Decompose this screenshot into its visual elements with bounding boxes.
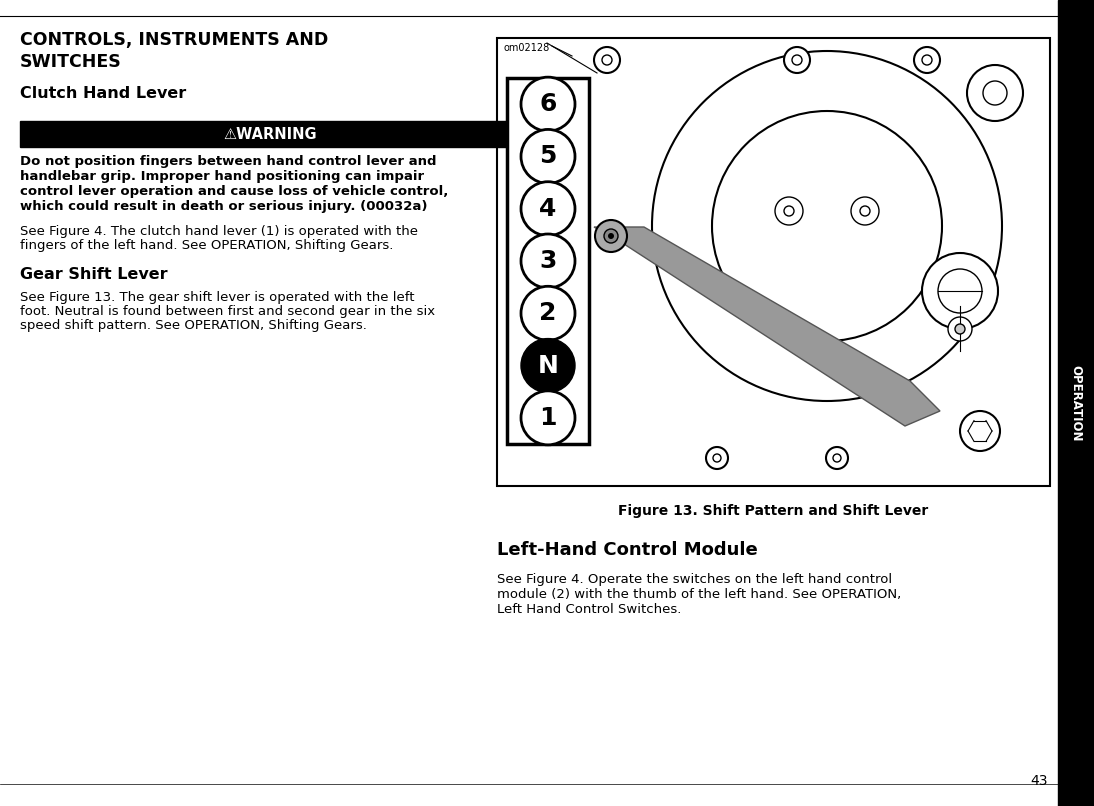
Circle shape	[521, 234, 575, 288]
Circle shape	[948, 317, 971, 341]
Bar	[20, 121, 520, 147]
Text: 1: 1	[539, 406, 557, 430]
Circle shape	[961, 411, 1000, 451]
Text: om02128: om02128	[503, 43, 549, 53]
Text: which could result in death or serious injury. (00032a): which could result in death or serious i…	[20, 200, 428, 213]
Circle shape	[826, 447, 848, 469]
Text: 4: 4	[539, 197, 557, 221]
Circle shape	[784, 47, 810, 73]
Text: 2: 2	[539, 301, 557, 326]
Text: See Figure 13. The gear shift lever is operated with the left: See Figure 13. The gear shift lever is o…	[20, 291, 415, 304]
Text: 43: 43	[1031, 774, 1048, 788]
Text: handlebar grip. Improper hand positioning can impair: handlebar grip. Improper hand positionin…	[20, 170, 424, 183]
Circle shape	[521, 339, 575, 393]
Circle shape	[521, 77, 575, 131]
Text: ⚠WARNING: ⚠WARNING	[223, 127, 317, 142]
Text: Gear Shift Lever: Gear Shift Lever	[20, 267, 167, 282]
Text: Figure 13. Shift Pattern and Shift Lever: Figure 13. Shift Pattern and Shift Lever	[618, 504, 929, 518]
Circle shape	[967, 65, 1023, 121]
Circle shape	[706, 447, 728, 469]
Text: See Figure 4. Operate the switches on the left hand control: See Figure 4. Operate the switches on th…	[497, 573, 892, 586]
Text: 6: 6	[539, 92, 557, 116]
Text: foot. Neutral is found between first and second gear in the six: foot. Neutral is found between first and…	[20, 305, 435, 318]
Circle shape	[521, 181, 575, 235]
Circle shape	[608, 233, 614, 239]
Text: fingers of the left hand. See OPERATION, Shifting Gears.: fingers of the left hand. See OPERATION,…	[20, 239, 394, 252]
Text: OPERATION: OPERATION	[1070, 365, 1082, 441]
Circle shape	[595, 220, 627, 252]
Text: speed shift pattern. See OPERATION, Shifting Gears.: speed shift pattern. See OPERATION, Shif…	[20, 319, 366, 332]
Text: Clutch Hand Lever: Clutch Hand Lever	[20, 86, 186, 101]
Polygon shape	[594, 227, 940, 426]
Text: Left-Hand Control Module: Left-Hand Control Module	[497, 541, 758, 559]
Circle shape	[594, 47, 620, 73]
Text: control lever operation and cause loss of vehicle control,: control lever operation and cause loss o…	[20, 185, 449, 198]
Circle shape	[521, 391, 575, 445]
Bar	[1058, 0, 1094, 806]
Circle shape	[521, 286, 575, 340]
Text: SWITCHES: SWITCHES	[20, 53, 121, 71]
Circle shape	[521, 130, 575, 184]
Text: See Figure 4. The clutch hand lever (1) is operated with the: See Figure 4. The clutch hand lever (1) …	[20, 225, 418, 238]
Text: 3: 3	[539, 249, 557, 273]
Text: CONTROLS, INSTRUMENTS AND: CONTROLS, INSTRUMENTS AND	[20, 31, 328, 49]
Text: module (2) with the thumb of the left hand. See OPERATION,: module (2) with the thumb of the left ha…	[497, 588, 901, 601]
Text: 5: 5	[539, 144, 557, 168]
Bar	[497, 38, 1050, 486]
Circle shape	[922, 253, 998, 329]
Circle shape	[913, 47, 940, 73]
Text: N: N	[537, 354, 558, 377]
Circle shape	[604, 229, 618, 243]
Bar	[507, 78, 589, 444]
Text: Do not position fingers between hand control lever and: Do not position fingers between hand con…	[20, 155, 437, 168]
Text: Left Hand Control Switches.: Left Hand Control Switches.	[497, 603, 682, 616]
Circle shape	[955, 324, 965, 334]
